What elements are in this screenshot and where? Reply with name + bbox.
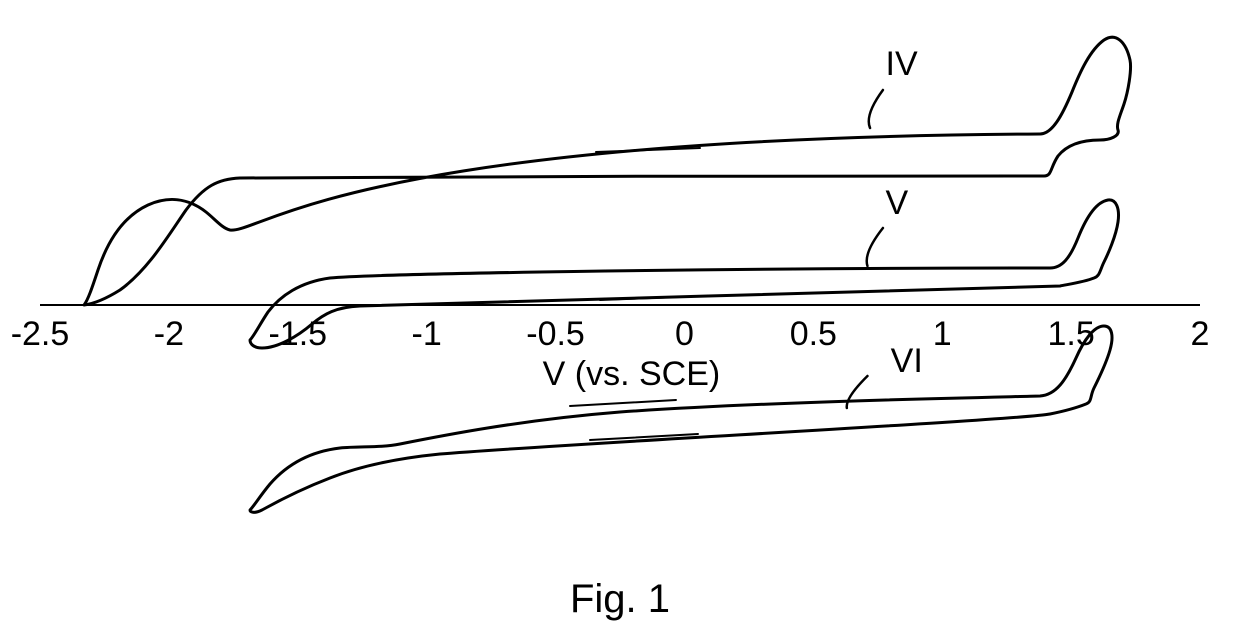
x-tick-label: -2.5 [11,315,70,353]
x-tick-label: -1 [412,315,442,353]
curve-label-vi: VI [891,342,923,380]
curve-label-iv: IV [886,45,918,83]
x-tick-label: -2 [154,315,184,353]
x-tick-label: -0.5 [526,315,585,353]
curve-label-v: V [886,184,909,222]
x-tick-label: 0 [675,315,694,353]
x-axis-title: V (vs. SCE) [543,355,721,393]
x-tick-label: 0.5 [790,315,837,353]
x-tick-label: 1.5 [1047,315,1094,353]
cv-figure: -2.5-2-1.5-1-0.500.511.52V (vs. SCE)IVVV… [0,0,1240,642]
x-tick-label: 2 [1191,315,1210,353]
figure-caption: Fig. 1 [570,577,670,621]
x-tick-label: 1 [933,315,952,353]
